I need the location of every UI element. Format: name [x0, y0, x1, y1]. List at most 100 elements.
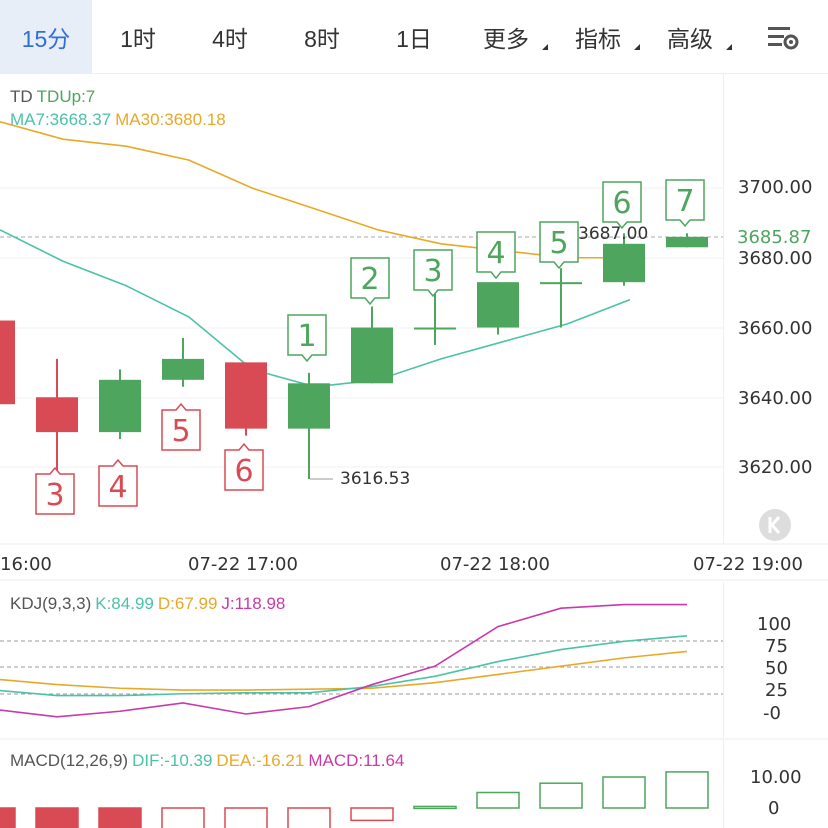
tab-1h[interactable]: 1时: [92, 0, 184, 74]
td-count-label: 4: [108, 470, 127, 505]
kdj-k-value: K:84.99: [95, 594, 154, 613]
tab-label: 1日: [396, 25, 432, 52]
macd-tick: 0: [768, 798, 780, 819]
td-count-marker: 6: [224, 442, 264, 491]
td-count-label: 6: [234, 454, 253, 489]
macd-legend: MACD(12,26,9) DIF:-10.39 DEA:-16.21 MACD:11…: [10, 751, 408, 771]
td-legend: TD TDUp:7: [10, 87, 99, 107]
tab-8h[interactable]: 8时: [276, 0, 368, 74]
td-count-label: 6: [612, 186, 631, 221]
td-label: TD: [10, 87, 33, 106]
dropdown-triangle-icon: [542, 43, 548, 50]
kdj-k-line: [0, 635, 688, 697]
price-tick: 3700.00: [738, 177, 813, 198]
macd-bar: [35, 807, 79, 828]
candle-body: [351, 327, 393, 384]
tab-label: 1时: [120, 25, 156, 52]
ma30-value: MA30:3680.18: [115, 110, 226, 129]
tab-15m[interactable]: 15分: [0, 0, 92, 74]
scroll-latest-button[interactable]: [759, 509, 791, 541]
price-tick: 3640.00: [738, 388, 813, 409]
tab-label: 4时: [212, 25, 248, 52]
kdj-tick: 100: [757, 614, 792, 635]
td-count-label: 4: [486, 236, 505, 271]
kdj-legend: KDJ(9,3,3) K:84.99 D:67.99 J:118.98: [10, 594, 289, 614]
macd-bar: [665, 771, 709, 809]
macd-dea-value: DEA:-16.21: [216, 751, 305, 770]
kdj-d-value: D:67.99: [157, 594, 218, 613]
td-count-marker: 3: [413, 249, 453, 298]
kdj-gridlines: [0, 640, 723, 695]
tab-label: 更多: [483, 25, 529, 52]
macd-bar: [413, 805, 457, 810]
candle-body: [477, 282, 519, 328]
candle-body: [603, 243, 645, 283]
time-tick: 16:00: [0, 554, 52, 575]
td-count-marker: 3: [35, 466, 75, 515]
macd-name: MACD(12,26,9): [10, 751, 129, 770]
macd-histogram: [0, 771, 709, 828]
ma-legend: MA7:3668.37 MA30:3680.18: [10, 110, 230, 130]
tab-4h[interactable]: 4时: [184, 0, 276, 74]
macd-bar: [476, 791, 520, 809]
price-tick: 3620.00: [738, 457, 813, 478]
high-price-label: 3687.00: [578, 224, 649, 244]
td-up-value: TDUp:7: [36, 87, 96, 106]
candle-body: [288, 383, 330, 429]
candles: [0, 233, 708, 480]
kdj-tick: 25: [765, 680, 788, 701]
td-count-label: 3: [423, 254, 442, 289]
kdj-axis-divider: [723, 582, 724, 738]
ma7-line: [0, 229, 631, 388]
tab-advanced[interactable]: 高级: [644, 0, 736, 74]
macd-bar: [98, 807, 142, 828]
kdj-tick: -0: [763, 703, 781, 724]
candle-body: [99, 379, 141, 433]
chart-settings-icon[interactable]: [766, 22, 800, 52]
macd-axis-divider: [723, 740, 724, 828]
td-count-marker: 4: [476, 231, 516, 280]
tab-indicators[interactable]: 指标: [552, 0, 644, 74]
candle-body: [36, 397, 78, 433]
macd-macd-value: MACD:11.64: [308, 751, 405, 770]
time-tick: 07-22 19:00: [693, 554, 803, 575]
tab-1d[interactable]: 1日: [368, 0, 460, 74]
candle-body: [414, 327, 456, 330]
td-count-marker: 5: [539, 221, 579, 270]
kdj-name: KDJ(9,3,3): [10, 594, 92, 613]
dropdown-triangle-icon: [634, 43, 640, 50]
td-count-marker: 7: [665, 179, 705, 228]
td-count-label: 5: [171, 414, 190, 449]
td-count-marker: 2: [350, 257, 390, 306]
tab-more[interactable]: 更多: [460, 0, 552, 74]
tab-label: 15分: [21, 25, 71, 52]
td-count-label: 7: [675, 184, 694, 219]
time-tick: 07-22 18:00: [440, 554, 550, 575]
tab-label: 指标: [575, 25, 621, 52]
candle-body: [540, 282, 582, 285]
macd-bar: [224, 807, 268, 828]
time-tick: 07-22 17:00: [188, 554, 298, 575]
td-count-marker: 4: [98, 458, 138, 507]
kdj-tick: 50: [765, 658, 788, 679]
candle-body: [225, 362, 267, 429]
price-tick: 3680.00: [738, 248, 813, 269]
kdj-j-line: [0, 603, 687, 718]
macd-bar: [0, 807, 16, 828]
price-tick: 3660.00: [738, 318, 813, 339]
current-price-label: 3685.87: [735, 227, 814, 248]
kdj-d-line: [0, 650, 688, 691]
macd-bar: [161, 807, 205, 828]
tab-label: 8时: [304, 25, 340, 52]
candle-body: [0, 320, 15, 405]
price-axis-divider: [723, 74, 724, 544]
interval-tabs: 15分 1时 4时 8时 1日 更多 指标 高级: [0, 0, 828, 74]
macd-bar: [602, 776, 646, 809]
macd-bar: [287, 807, 331, 828]
macd-bar: [350, 807, 394, 822]
td-count-label: 2: [360, 262, 379, 297]
dropdown-triangle-icon: [726, 43, 732, 50]
td-count-marker: 5: [161, 402, 201, 451]
macd-dif-value: DIF:-10.39: [132, 751, 213, 770]
